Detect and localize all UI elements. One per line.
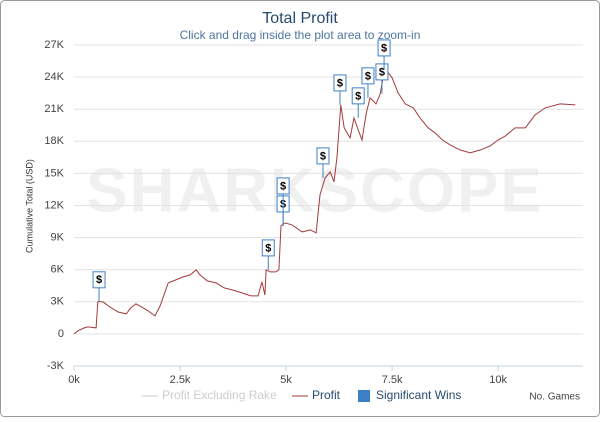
flag — [377, 39, 391, 57]
flag — [92, 271, 106, 289]
x-tick-label: 2.5k — [170, 374, 191, 386]
flag-label: $ — [320, 150, 326, 162]
flag — [375, 63, 389, 81]
y-tick-label: 24K — [44, 71, 64, 83]
chart-title: Total Profit — [262, 10, 338, 27]
flag — [351, 87, 365, 105]
flag — [333, 74, 347, 92]
chart-subtitle: Click and drag inside the plot area to z… — [180, 28, 421, 42]
y-tick-label: 18K — [44, 135, 64, 147]
y-tick-label: 12K — [44, 199, 64, 211]
y-tick-label: 27K — [44, 39, 64, 51]
flag-label: $ — [96, 274, 102, 286]
legend-item[interactable]: Profit — [292, 388, 341, 402]
y-tick-label: 21K — [44, 103, 64, 115]
flag — [276, 177, 290, 195]
flag — [316, 147, 330, 165]
profit-line — [73, 68, 576, 335]
flag-label: $ — [365, 70, 371, 82]
flag-label: $ — [265, 242, 271, 254]
legend-item[interactable]: Significant Wins — [358, 388, 461, 402]
y-tick-label: 0 — [58, 328, 64, 340]
y-tick-label: -3K — [47, 360, 65, 372]
y-tick-label: 6K — [51, 264, 65, 276]
flag-label: $ — [355, 90, 361, 102]
y-tick-label: 3K — [51, 296, 65, 308]
legend-label: Profit — [312, 388, 341, 402]
y-tick-label: 15K — [44, 167, 64, 179]
y-tick-label: 9K — [51, 232, 65, 244]
x-tick-label: 5k — [280, 374, 292, 386]
legend-label: Significant Wins — [376, 388, 461, 402]
y-axis-label: Cumulative Total (USD) — [24, 159, 34, 253]
x-tick-label: 10k — [489, 374, 507, 386]
flag — [261, 239, 275, 257]
x-axis-label: No. Games — [529, 392, 580, 403]
x-tick-label: 0k — [68, 374, 80, 386]
flag — [361, 67, 375, 85]
x-tick-label: 7.5k — [382, 374, 403, 386]
flag-label: $ — [337, 77, 343, 89]
flag-label: $ — [280, 180, 286, 192]
legend-item[interactable]: Profit Excluding Rake — [142, 388, 277, 402]
legend-swatch — [358, 390, 370, 402]
flag-label: $ — [381, 42, 387, 54]
legend-label: Profit Excluding Rake — [162, 388, 277, 402]
flag-label: $ — [379, 66, 385, 78]
watermark: SHARKSCOPE — [86, 156, 544, 225]
